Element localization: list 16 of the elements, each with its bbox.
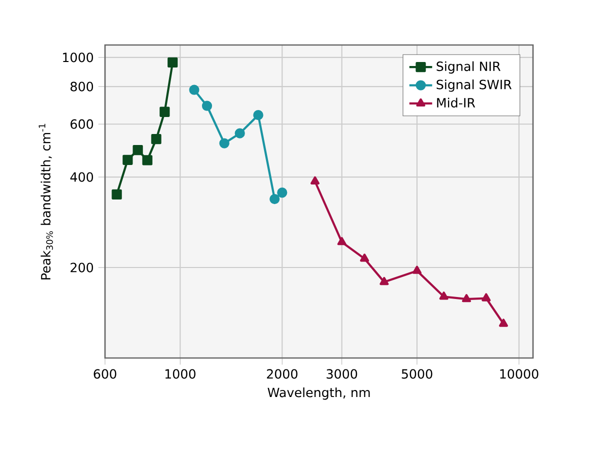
x-tick-label: 600 bbox=[94, 369, 116, 379]
x-tick-label: 1000 bbox=[165, 369, 196, 379]
legend-label: Signal NIR bbox=[436, 61, 500, 74]
y-tick-label: 1000 bbox=[63, 52, 94, 62]
x-axis-title: Wavelength, nm bbox=[268, 387, 370, 400]
x-tick-label: 5000 bbox=[402, 369, 432, 379]
y-tick-label: 400 bbox=[70, 172, 94, 182]
y-tick-label: 200 bbox=[70, 262, 94, 272]
legend-label: Mid-IR bbox=[437, 98, 476, 108]
x-tick-label: 3000 bbox=[326, 369, 358, 379]
y-axis-title: Peak$_{30%}$ bandwidth, cm$^{-1}$ bbox=[38, 124, 53, 280]
x-tick-label: 2000 bbox=[266, 369, 298, 379]
y-tick-label: 800 bbox=[70, 82, 94, 92]
x-tick-label: 10000 bbox=[500, 369, 538, 379]
legend-label: Signal SWIR bbox=[436, 80, 512, 92]
y-tick-label: 600 bbox=[70, 119, 94, 129]
